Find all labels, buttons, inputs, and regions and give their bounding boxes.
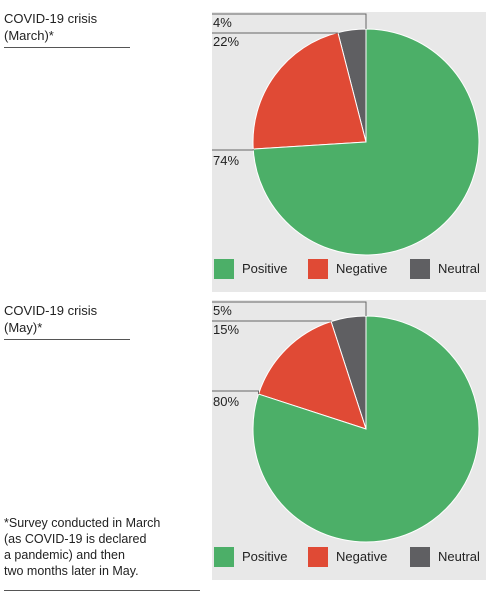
slice-positive [252, 315, 480, 543]
slice-negative [257, 320, 367, 430]
legend-neutral-swatch [410, 259, 430, 279]
chart-title-march: COVID-19 crisis (March)* [4, 10, 97, 44]
label-negative: 22% [213, 34, 240, 49]
chart-title-line1: COVID-19 crisis [4, 11, 98, 26]
footnote: *Survey conducted in March (as COVID-19 … [4, 515, 204, 579]
pie-chart-may [212, 301, 480, 543]
legend-positive-swatch [214, 547, 234, 567]
label-neutral: 4% [213, 15, 232, 30]
label-positive: 74% [213, 153, 240, 168]
legend-neutral-swatch [410, 547, 430, 567]
slice-positive [252, 28, 480, 256]
leader-line-positive [212, 390, 260, 395]
leader-line-neutral [212, 13, 367, 29]
footnote-line: a pandemic) and then [4, 548, 125, 562]
label-positive: 80% [213, 394, 240, 409]
legend-neutral-label: Neutral [438, 261, 480, 276]
footnote-line: *Survey conducted in March [4, 516, 161, 530]
footnote-line: (as COVID-19 is declared [4, 532, 147, 546]
leader-line-positive [212, 149, 254, 151]
chart-title-line2: (May)* [4, 320, 43, 335]
legend-negative-label: Negative [336, 549, 388, 564]
pie-panel-may: 5% 15% 80% Positive Negative Neutral [212, 300, 486, 580]
legend-positive-swatch [214, 259, 234, 279]
chart-title-may: COVID-19 crisis (May)* [4, 302, 97, 336]
leader-line-neutral [212, 301, 367, 316]
title-divider [4, 47, 130, 48]
legend-positive-label: Positive [242, 549, 288, 564]
footnote-line: two months later in May. [4, 564, 139, 578]
legend-negative-swatch [308, 547, 328, 567]
leader-line-negative [212, 320, 332, 322]
chart-title-line2: (March)* [4, 28, 54, 43]
label-negative: 15% [213, 322, 240, 337]
chart-title-line1: COVID-19 crisis [4, 303, 98, 318]
pie-panel-march: 4% 22% 74% Positive Negative Neutral [212, 12, 486, 292]
legend-positive-label: Positive [242, 261, 288, 276]
label-neutral: 5% [213, 303, 232, 318]
footnote-divider [4, 590, 200, 591]
legend-negative-swatch [308, 259, 328, 279]
slice-negative [252, 31, 367, 150]
pie-chart-march [212, 13, 480, 256]
legend-negative-label: Negative [336, 261, 388, 276]
legend-neutral-label: Neutral [438, 549, 480, 564]
title-divider [4, 339, 130, 340]
